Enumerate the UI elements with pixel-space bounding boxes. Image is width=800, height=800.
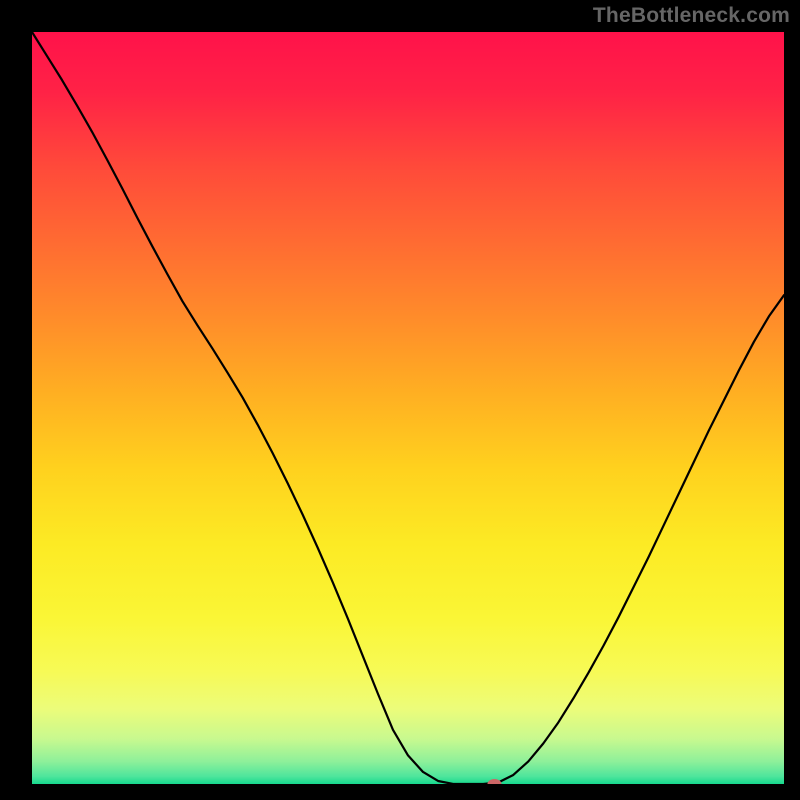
watermark-text: TheBottleneck.com <box>593 4 790 28</box>
chart-container: TheBottleneck.com <box>0 0 800 800</box>
bottleneck-chart <box>32 32 784 784</box>
chart-background <box>32 32 784 784</box>
